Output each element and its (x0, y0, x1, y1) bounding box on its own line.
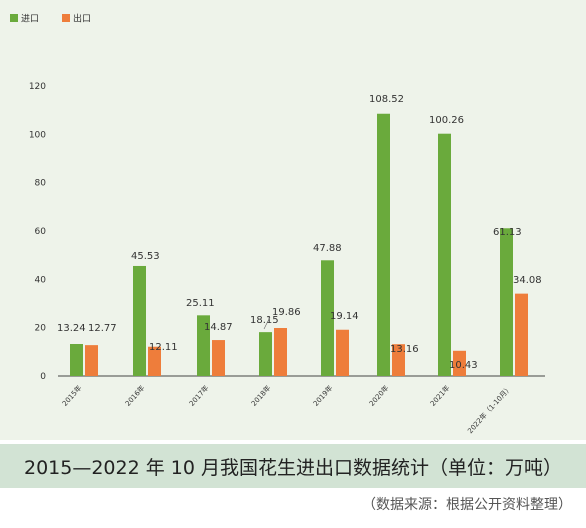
data-label-1-0: 12.77 (88, 323, 117, 334)
chart-title: 2015—2022 年 10 月我国花生进出口数据统计（单位：万吨） (23, 456, 562, 479)
data-label-0-5: 108.52 (369, 94, 404, 105)
source-note: （数据来源：根据公开资料整理） (362, 497, 572, 513)
y-tick-label-5: 100 (29, 130, 46, 140)
bar-0-7 (500, 228, 513, 376)
data-label-0-6: 100.26 (429, 115, 464, 126)
data-label-1-4: 19.14 (330, 311, 359, 322)
bar-0-4 (321, 260, 334, 376)
legend-swatch-1 (62, 14, 70, 22)
data-label-0-3: 18.15 (250, 315, 279, 326)
x-category-label-2: 2017年 (187, 383, 210, 407)
data-label-0-2: 25.11 (186, 298, 215, 309)
data-label-0-1: 45.53 (131, 251, 160, 262)
bar-1-7 (515, 293, 528, 376)
bar-1-3 (274, 328, 287, 376)
data-label-1-2: 14.87 (204, 322, 233, 333)
data-label-0-0: 13.24 (57, 323, 86, 334)
plot-area: 进口 出口 0 20 40 60 80 100 120 13.24 45.53 25.11 18.15 4… (0, 0, 586, 440)
bar-0-1 (133, 265, 146, 376)
x-category-label-5: 2020年 (367, 383, 390, 407)
x-category-label-6: 2021年 (428, 383, 451, 407)
x-category-label-3: 2018年 (249, 383, 272, 407)
y-tick-label-1: 20 (35, 324, 47, 334)
x-category-label-4: 2019年 (311, 383, 334, 407)
bar-1-4 (336, 329, 349, 376)
label-leader-line (263, 316, 271, 330)
data-label-0-7: 61.13 (493, 227, 522, 238)
y-tick-label-4: 80 (35, 179, 47, 189)
bar-1-1 (148, 346, 161, 376)
legend-label-0: 进口 (21, 14, 39, 25)
y-tick-label-6: 120 (29, 82, 46, 92)
data-label-0-4: 47.88 (313, 243, 342, 254)
bar-0-0 (70, 344, 83, 376)
data-label-1-3: 19.86 (272, 307, 301, 318)
bar-0-3 (259, 332, 272, 376)
data-label-1-6: 10.43 (449, 360, 478, 371)
y-tick-label-0: 0 (40, 372, 46, 382)
bar-0-6 (438, 133, 451, 376)
x-category-label-0: 2015年 (60, 383, 83, 407)
bar-0-5 (377, 113, 390, 376)
bar-1-6 (453, 350, 466, 376)
bar-chart: 进口 出口 0 20 40 60 80 100 120 13.24 45.53 25.11 18.15 4… (10, 13, 545, 435)
data-label-1-7: 34.08 (513, 275, 542, 286)
data-label-1-1: 12.11 (149, 342, 178, 353)
y-tick-label-3: 60 (35, 227, 47, 237)
legend-swatch-0 (10, 14, 18, 22)
y-tick-label-2: 40 (35, 275, 47, 285)
legend-label-1: 出口 (73, 13, 91, 25)
data-label-1-5: 13.16 (390, 344, 419, 355)
bar-0-2 (197, 315, 210, 376)
bar-1-5 (392, 344, 405, 376)
x-category-label-7: 2022年（1-10月） (466, 383, 514, 435)
x-category-label-1: 2016年 (123, 383, 146, 407)
caption-bar: 2015—2022 年 10 月我国花生进出口数据统计（单位：万吨） (0, 444, 586, 488)
bar-1-2 (212, 340, 225, 376)
bar-1-0 (85, 345, 98, 376)
